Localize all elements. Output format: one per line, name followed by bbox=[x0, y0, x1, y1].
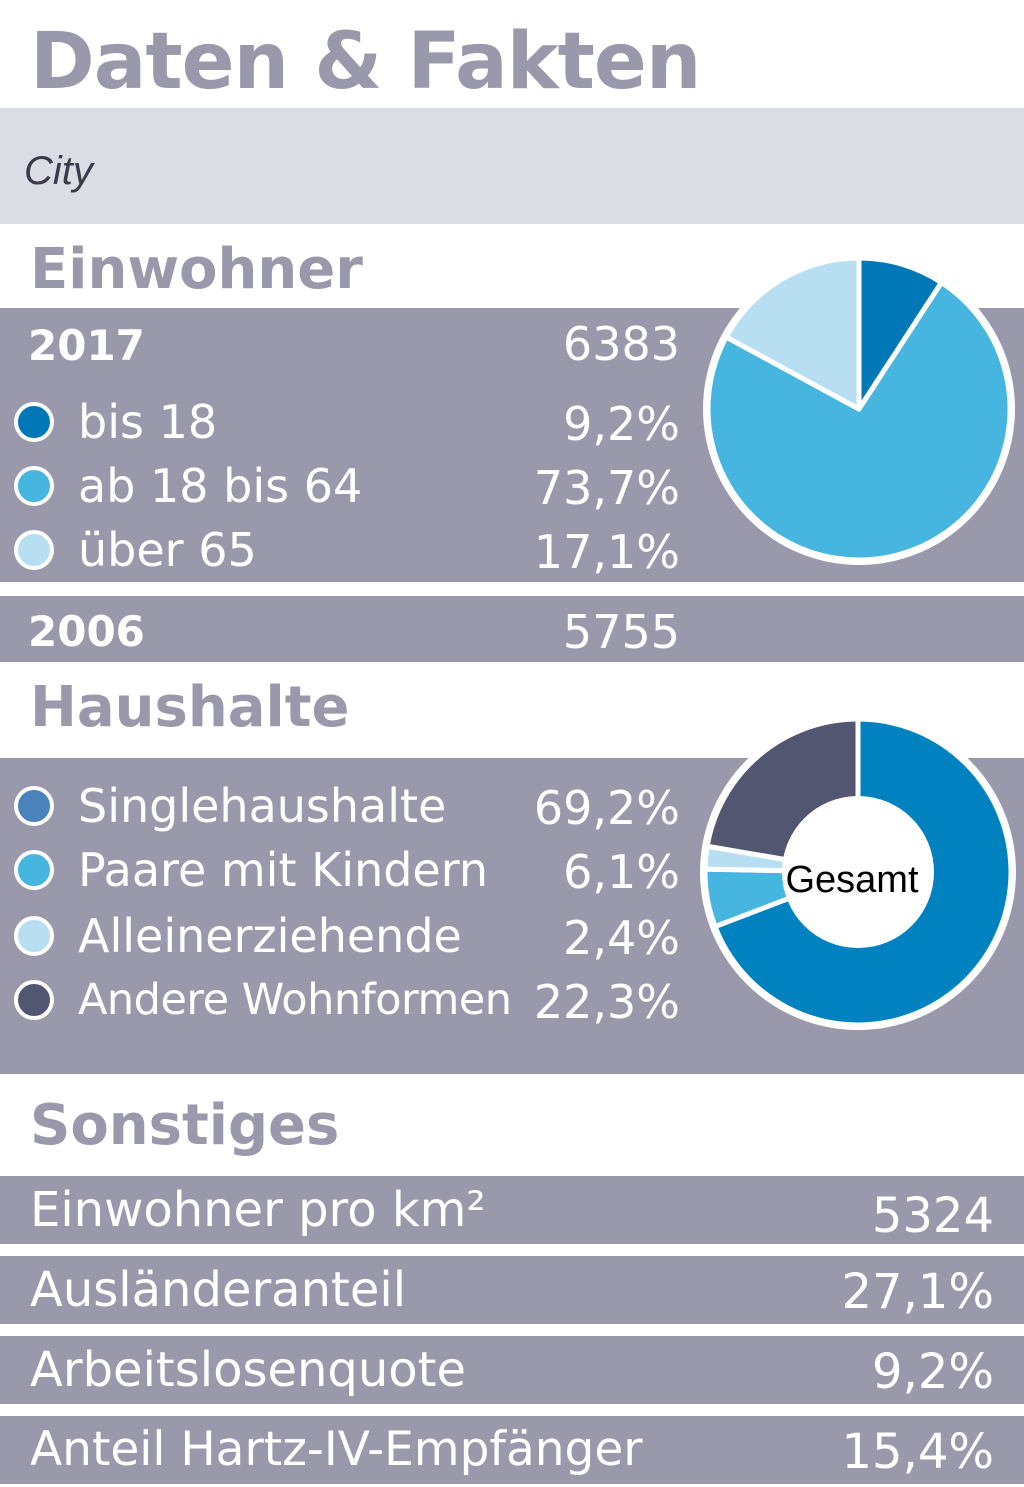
legend-ueber65-label: über 65 bbox=[78, 523, 257, 577]
sonstiges-row-band bbox=[0, 1416, 1024, 1484]
legend-andere-value: 22,3% bbox=[533, 975, 680, 1029]
legend-allein-swatch bbox=[14, 916, 54, 956]
year-2006-label: 2006 bbox=[28, 607, 145, 656]
legend-single-swatch bbox=[14, 786, 54, 826]
sonstiges-row-band bbox=[0, 1176, 1024, 1244]
legend-bis18-value: 9,2% bbox=[563, 397, 680, 451]
dichte-value: 5324 bbox=[871, 1188, 994, 1244]
page-title: Daten & Fakten bbox=[30, 17, 701, 107]
legend-ueber65-value: 17,1% bbox=[533, 525, 680, 579]
legend-paare-label: Paare mit Kindern bbox=[78, 843, 488, 897]
legend-paare-value: 6,1% bbox=[563, 845, 680, 899]
sonstiges-heading: Sonstiges bbox=[30, 1093, 340, 1158]
legend-allein-value: 2,4% bbox=[563, 911, 680, 965]
haushalte-donut-chart bbox=[700, 714, 1016, 1030]
legend-ueber65-swatch bbox=[14, 530, 54, 570]
year-2017-value: 6383 bbox=[562, 317, 680, 371]
arbeitslos-value: 9,2% bbox=[872, 1344, 994, 1400]
legend-andere-label: Andere Wohnformen bbox=[78, 975, 512, 1025]
pie-slice-ueber65 bbox=[723, 255, 862, 412]
legend-bis18-label: bis 18 bbox=[78, 395, 218, 449]
einwohner-heading: Einwohner bbox=[30, 237, 363, 302]
legend-single-value: 69,2% bbox=[533, 781, 680, 835]
legend-18-64-value: 73,7% bbox=[533, 461, 680, 515]
auslaender-value: 27,1% bbox=[841, 1264, 994, 1320]
arbeitslos-label: Arbeitslosenquote bbox=[30, 1342, 467, 1398]
legend-paare-swatch bbox=[14, 850, 54, 890]
legend-andere-swatch bbox=[14, 980, 54, 1020]
donut-hole bbox=[782, 796, 934, 948]
dichte-label: Einwohner pro km² bbox=[30, 1182, 486, 1238]
hartz-label: Anteil Hartz-IV-Empfänger bbox=[30, 1422, 643, 1477]
einwohner-pie-chart bbox=[703, 253, 1015, 565]
year-2006-value: 5755 bbox=[562, 605, 680, 659]
sonstiges-row-band bbox=[0, 1336, 1024, 1404]
einwohner-2006-band bbox=[0, 596, 1024, 662]
donut-center-label: Gesamt bbox=[785, 859, 919, 901]
hartz-value: 15,4% bbox=[841, 1424, 994, 1480]
district-name: City bbox=[24, 149, 93, 193]
sonstiges-row-band bbox=[0, 1256, 1024, 1324]
legend-single-label: Singlehaushalte bbox=[78, 779, 447, 833]
legend-18-64-swatch bbox=[14, 466, 54, 506]
legend-bis18-swatch bbox=[14, 402, 54, 442]
year-2017-label: 2017 bbox=[28, 321, 145, 370]
legend-18-64-label: ab 18 bis 64 bbox=[78, 459, 363, 513]
pie-slice-18-64 bbox=[705, 280, 1013, 563]
auslaender-label: Ausländeranteil bbox=[30, 1262, 407, 1318]
district-band bbox=[0, 108, 1024, 224]
haushalte-heading: Haushalte bbox=[30, 675, 350, 740]
legend-allein-label: Alleinerziehende bbox=[78, 909, 462, 963]
